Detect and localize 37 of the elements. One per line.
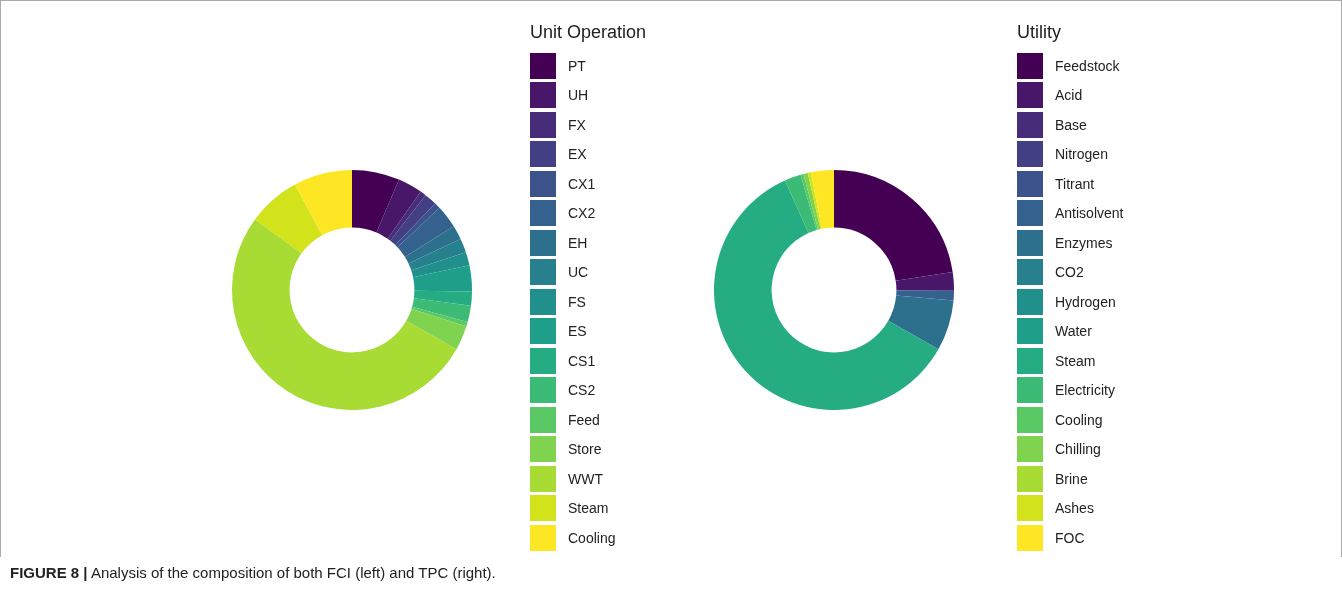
legend-label: Base	[1055, 116, 1087, 133]
legend-label: CS1	[568, 352, 596, 369]
legend-label: Antisolvent	[1055, 205, 1124, 222]
legend-label: CX2	[568, 205, 596, 222]
legend-label: Electricity	[1055, 382, 1115, 399]
legend-label: Ashes	[1055, 500, 1094, 517]
legend-label: WWT	[568, 470, 603, 487]
legend-label: Cooling	[1055, 411, 1103, 428]
legend-title: Unit Operation	[530, 22, 647, 43]
legend-label: FX	[568, 116, 586, 133]
legend-label: CO2	[1055, 264, 1084, 281]
legend-label: Enzymes	[1055, 234, 1113, 251]
legend-label: Water	[1055, 323, 1092, 340]
legend-label: CS2	[568, 382, 596, 399]
legend-label: UH	[568, 87, 589, 104]
legend-label: ES	[568, 323, 587, 340]
legend-label: CX1	[568, 175, 596, 192]
legend-label: Steam	[1055, 352, 1096, 369]
legend-label: Cooling	[568, 529, 616, 546]
legend-label: UC	[568, 264, 589, 281]
legend-label: EH	[568, 234, 588, 251]
legend-label: Feed	[568, 411, 600, 428]
legend-label: Store	[568, 441, 602, 458]
legend-label: Acid	[1055, 87, 1083, 104]
legend-label: Nitrogen	[1055, 146, 1108, 163]
legend-label: Steam	[568, 500, 609, 517]
legend-title: Utility	[1017, 22, 1062, 43]
legend-label: Chilling	[1055, 441, 1101, 458]
legend-label: Titrant	[1055, 175, 1095, 192]
legend-label: Feedstock	[1055, 57, 1120, 74]
legend-label: PT	[568, 57, 586, 74]
legend-label: EX	[568, 146, 587, 163]
legend-label: FS	[568, 293, 586, 310]
caption: FIGURE 8 | Analysis of the composition of both FCI (left) and TPC (right).	[10, 564, 496, 581]
legend-label: FOC	[1055, 529, 1085, 546]
legend-label: Brine	[1055, 470, 1088, 487]
legend-label: Hydrogen	[1055, 293, 1116, 310]
